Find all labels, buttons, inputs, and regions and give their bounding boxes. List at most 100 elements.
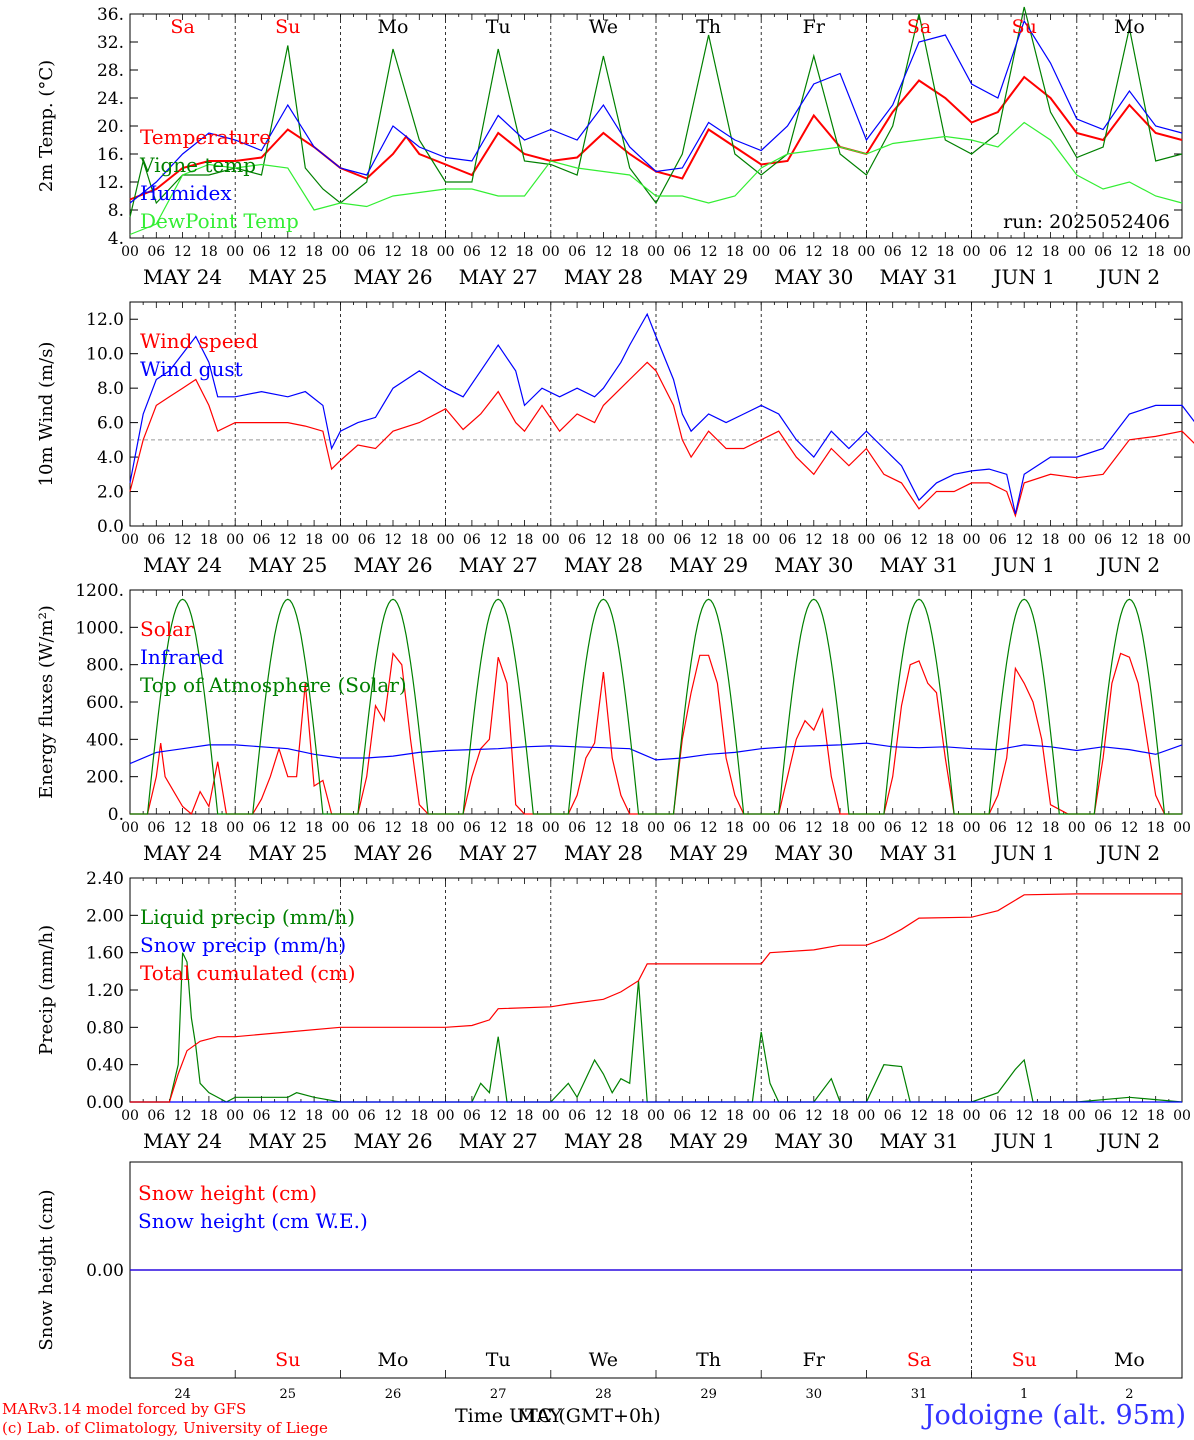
hour-tick-label: 18	[1147, 532, 1165, 548]
hour-tick-label: 12	[174, 1108, 192, 1124]
hour-tick-label: 00	[542, 820, 560, 836]
hour-tick-label: 00	[752, 820, 770, 836]
hour-tick-label: 00	[542, 532, 560, 548]
y-tick-label: 800.	[86, 656, 124, 676]
panel-frame	[129, 589, 1183, 815]
x-axis-title-overlap: MAY	[517, 1405, 562, 1427]
hour-tick-label: 00	[542, 244, 560, 260]
y-tick-label: 6.0	[97, 414, 124, 434]
hour-tick-label: 06	[463, 1108, 481, 1124]
hour-tick-label: 06	[989, 820, 1007, 836]
weekday-label-top: Su	[1012, 16, 1037, 38]
hour-tick-label: 18	[516, 820, 534, 836]
hour-tick-label: 18	[621, 820, 639, 836]
date-label: MAY 30	[774, 553, 853, 577]
hour-tick-label: 12	[384, 1108, 402, 1124]
hour-tick-label: 06	[1094, 244, 1112, 260]
hour-tick-label: 18	[516, 1108, 534, 1124]
date-label: MAY 27	[459, 265, 538, 289]
hour-tick-label: 00	[226, 1108, 244, 1124]
hour-tick-label: 06	[673, 1108, 691, 1124]
hour-tick-label: 06	[253, 532, 271, 548]
hour-tick-label: 06	[358, 244, 376, 260]
hour-tick-label: 00	[647, 532, 665, 548]
y-tick-label: 2.00	[86, 906, 124, 926]
hour-tick-label: 18	[831, 244, 849, 260]
hour-tick-label: 18	[831, 820, 849, 836]
hour-tick-label: 18	[621, 244, 639, 260]
station-name: Jodoigne (alt. 95m)	[923, 1400, 1186, 1431]
hour-tick-label: 12	[700, 532, 718, 548]
date-label: MAY 26	[353, 1129, 432, 1153]
hour-tick-label: 18	[1147, 244, 1165, 260]
hour-tick-label: 12	[1120, 820, 1138, 836]
date-label: MAY 26	[353, 553, 432, 577]
hour-tick-label: 18	[831, 532, 849, 548]
hour-tick-label: 12	[174, 244, 192, 260]
hour-tick-label: 00	[226, 244, 244, 260]
hour-tick-label: 06	[568, 532, 586, 548]
date-label: MAY 28	[564, 265, 643, 289]
date-label: MAY 26	[353, 841, 432, 865]
hour-tick-label: 18	[516, 244, 534, 260]
run-annotation: run: 2025052406	[1003, 211, 1170, 233]
y-tick-label: 32.	[97, 33, 124, 53]
hour-tick-label: 00	[331, 532, 349, 548]
hour-tick-label: 06	[884, 820, 902, 836]
y-tick-label: 28.	[97, 61, 124, 81]
y-tick-label: 4.	[108, 229, 124, 249]
y-tick-label: 10.0	[86, 345, 124, 365]
date-label: MAY 29	[669, 265, 748, 289]
day-number-label: 28	[595, 1387, 612, 1402]
date-label: MAY 31	[879, 841, 958, 865]
y-tick-label: 12.	[97, 173, 124, 193]
hour-tick-label: 00	[1068, 820, 1086, 836]
day-number-label: 24	[174, 1387, 191, 1402]
y-axis-label: 10m Wind (m/s)	[36, 342, 57, 487]
hour-tick-label: 18	[1042, 820, 1060, 836]
hour-tick-label: 00	[857, 532, 875, 548]
series-line-solar	[130, 652, 1182, 816]
y-tick-label: 8.	[108, 201, 124, 221]
hour-tick-label: 18	[1042, 532, 1060, 548]
hour-tick-label: 00	[963, 244, 981, 260]
hour-tick-label: 18	[305, 1108, 323, 1124]
hour-tick-label: 12	[384, 820, 402, 836]
date-label: MAY 25	[248, 265, 327, 289]
y-tick-label: 16.	[97, 145, 124, 165]
series-line-total-cumulated-cm-	[130, 893, 1182, 1103]
day-number-label: 31	[911, 1387, 928, 1402]
series-line-top-of-atmosphere-solar-	[130, 598, 1182, 815]
hour-tick-label: 00	[963, 820, 981, 836]
hour-tick-label: 12	[1120, 244, 1138, 260]
hour-tick-label: 18	[410, 820, 428, 836]
hour-tick-label: 06	[884, 1108, 902, 1124]
hour-tick-label: 06	[673, 820, 691, 836]
weekday-label-bottom: Sa	[907, 1349, 931, 1371]
hour-tick-label: 12	[1120, 532, 1138, 548]
y-tick-label: 0.80	[86, 1018, 124, 1038]
y-axis-label: Energy fluxes (W/m²)	[36, 605, 57, 799]
date-label: MAY 29	[669, 1129, 748, 1153]
hour-tick-label: 06	[989, 244, 1007, 260]
date-label: MAY 30	[774, 1129, 853, 1153]
hour-tick-label: 06	[1094, 820, 1112, 836]
hour-tick-label: 00	[752, 1108, 770, 1124]
hour-tick-label: 18	[936, 820, 954, 836]
date-label: JUN 2	[1097, 265, 1160, 289]
date-label: MAY 31	[879, 553, 958, 577]
hour-tick-label: 18	[516, 532, 534, 548]
series-line-dewpoint-temp	[129, 121, 1183, 236]
hour-tick-label: 18	[1042, 1108, 1060, 1124]
weekday-label-bottom: Sa	[170, 1349, 194, 1371]
date-label: MAY 27	[459, 1129, 538, 1153]
date-label: MAY 25	[248, 1129, 327, 1153]
weekday-label-bottom: Su	[275, 1349, 300, 1371]
hour-tick-label: 18	[936, 1108, 954, 1124]
hour-tick-label: 06	[989, 1108, 1007, 1124]
date-label: JUN 1	[991, 553, 1054, 577]
hour-tick-label: 06	[147, 1108, 165, 1124]
hour-tick-label: 00	[647, 1108, 665, 1124]
hour-tick-label: 00	[647, 820, 665, 836]
